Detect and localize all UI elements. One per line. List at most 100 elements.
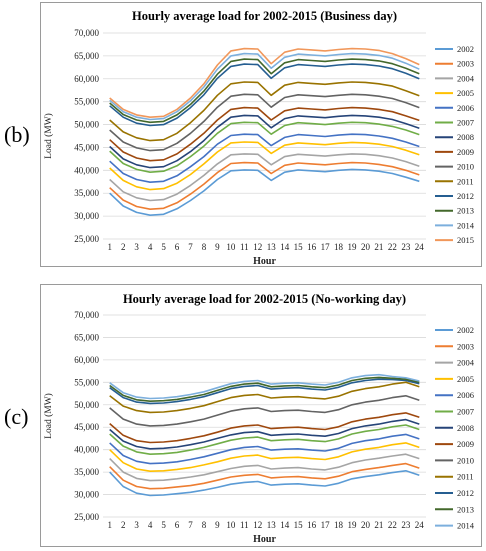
legend-label: 2006 [457, 390, 474, 400]
x-tick-label: 16 [307, 242, 317, 252]
y-tick-label: 70,000 [74, 28, 99, 38]
x-tick-label: 10 [226, 520, 236, 530]
x-tick-label: 13 [267, 520, 277, 530]
legend-label: 2012 [457, 191, 474, 201]
x-tick-label: 6 [175, 242, 180, 252]
legend-label: 2010 [457, 162, 474, 172]
y-tick-label: 25,000 [74, 512, 99, 522]
series-line-2003 [109, 161, 420, 210]
panel-label-b: (b) [4, 122, 30, 147]
x-tick-label: 18 [334, 520, 344, 530]
series-line-2002 [109, 470, 420, 497]
legend-label: 2012 [457, 488, 474, 498]
x-tick-label: 18 [334, 242, 344, 252]
legend-label: 2006 [457, 103, 474, 113]
x-tick-label: 5 [161, 242, 166, 252]
chart-title: Hourly average load for 2002-2015 (No-wo… [123, 292, 406, 306]
x-tick-label: 19 [347, 242, 357, 252]
x-axis-label: Hour [253, 256, 276, 266]
x-tick-label: 14 [280, 242, 290, 252]
chart-business-day: Hourly average load for 2002-2015 (Busin… [43, 9, 475, 267]
x-tick-label: 17 [321, 520, 331, 530]
legend-label: 2003 [457, 59, 474, 69]
series-line-2014 [109, 373, 420, 400]
y-tick-label: 45,000 [74, 422, 99, 432]
x-tick-label: 8 [202, 242, 207, 252]
series-line-2004 [109, 153, 420, 202]
series-line-2009 [109, 412, 420, 444]
x-tick-label: 17 [321, 242, 331, 252]
series-line-2012 [109, 378, 420, 405]
x-tick-label: 22 [388, 520, 397, 530]
x-tick-label: 15 [294, 242, 304, 252]
y-axis-label: Load (MW) [43, 393, 54, 439]
x-tick-label: 6 [175, 520, 180, 530]
x-tick-label: 9 [215, 242, 220, 252]
series-line-2004 [109, 453, 420, 482]
series-line-2015 [109, 47, 420, 118]
x-tick-label: 11 [240, 520, 249, 530]
x-tick-label: 11 [240, 242, 249, 252]
y-tick-label: 40,000 [74, 165, 99, 175]
x-tick-label: 13 [267, 242, 277, 252]
x-tick-label: 4 [148, 520, 153, 530]
series-line-2003 [109, 462, 420, 490]
x-tick-label: 12 [253, 242, 262, 252]
series-line-2008 [109, 418, 420, 450]
x-tick-label: 7 [188, 520, 193, 530]
x-tick-label: 20 [361, 242, 371, 252]
y-tick-label: 30,000 [74, 490, 99, 500]
x-tick-label: 1 [107, 520, 112, 530]
legend-label: 2005 [457, 88, 474, 98]
x-tick-label: 8 [202, 520, 207, 530]
series-line-2002 [109, 168, 420, 216]
series-line-2010 [109, 93, 420, 152]
series-line-2011 [109, 81, 420, 142]
x-tick-label: 14 [280, 520, 290, 530]
series-line-2012 [109, 63, 420, 127]
x-tick-label: 22 [388, 242, 397, 252]
series-line-2013 [109, 376, 420, 402]
legend-label: 2011 [457, 472, 474, 482]
series-line-2005 [109, 442, 420, 472]
y-tick-label: 55,000 [74, 377, 99, 387]
x-tick-label: 15 [294, 520, 304, 530]
legend-label: 2007 [457, 118, 474, 128]
series-line-2010 [109, 395, 420, 427]
x-tick-label: 23 [401, 242, 411, 252]
legend-label: 2008 [457, 132, 474, 142]
chart-panel-business-day: Hourly average load for 2002-2015 (Busin… [40, 2, 482, 267]
panel-label-c: (c) [4, 404, 29, 429]
legend-label: 2003 [457, 341, 474, 351]
x-tick-label: 10 [226, 242, 236, 252]
series-line-2007 [109, 121, 420, 173]
legend-label: 2009 [457, 147, 474, 157]
y-tick-label: 65,000 [74, 332, 99, 342]
legend-label: 2009 [457, 439, 474, 449]
legend-label: 2004 [457, 358, 475, 368]
x-tick-label: 23 [401, 520, 411, 530]
legend-label: 2002 [457, 325, 474, 335]
series-line-2006 [109, 133, 420, 183]
y-tick-label: 65,000 [74, 51, 99, 61]
y-tick-label: 50,000 [74, 400, 99, 410]
x-tick-label: 21 [374, 242, 383, 252]
legend-label: 2011 [457, 176, 474, 186]
chart-title: Hourly average load for 2002-2015 (Busin… [132, 9, 397, 23]
legend-label: 2010 [457, 455, 474, 465]
y-tick-label: 55,000 [74, 97, 99, 107]
x-tick-label: 4 [148, 242, 153, 252]
x-tick-label: 16 [307, 520, 317, 530]
x-tick-label: 3 [134, 520, 139, 530]
y-tick-label: 35,000 [74, 467, 99, 477]
series-line-2009 [109, 106, 420, 162]
y-tick-label: 45,000 [74, 142, 99, 152]
y-tick-label: 50,000 [74, 120, 99, 130]
chart-panel-no-working-day: Hourly average load for 2002-2015 (No-wo… [40, 284, 482, 547]
x-tick-label: 2 [121, 242, 126, 252]
x-tick-label: 3 [134, 242, 139, 252]
legend-label: 2002 [457, 44, 474, 54]
y-tick-label: 30,000 [74, 211, 99, 221]
series-line-2008 [109, 114, 420, 169]
legend-label: 2005 [457, 374, 474, 384]
